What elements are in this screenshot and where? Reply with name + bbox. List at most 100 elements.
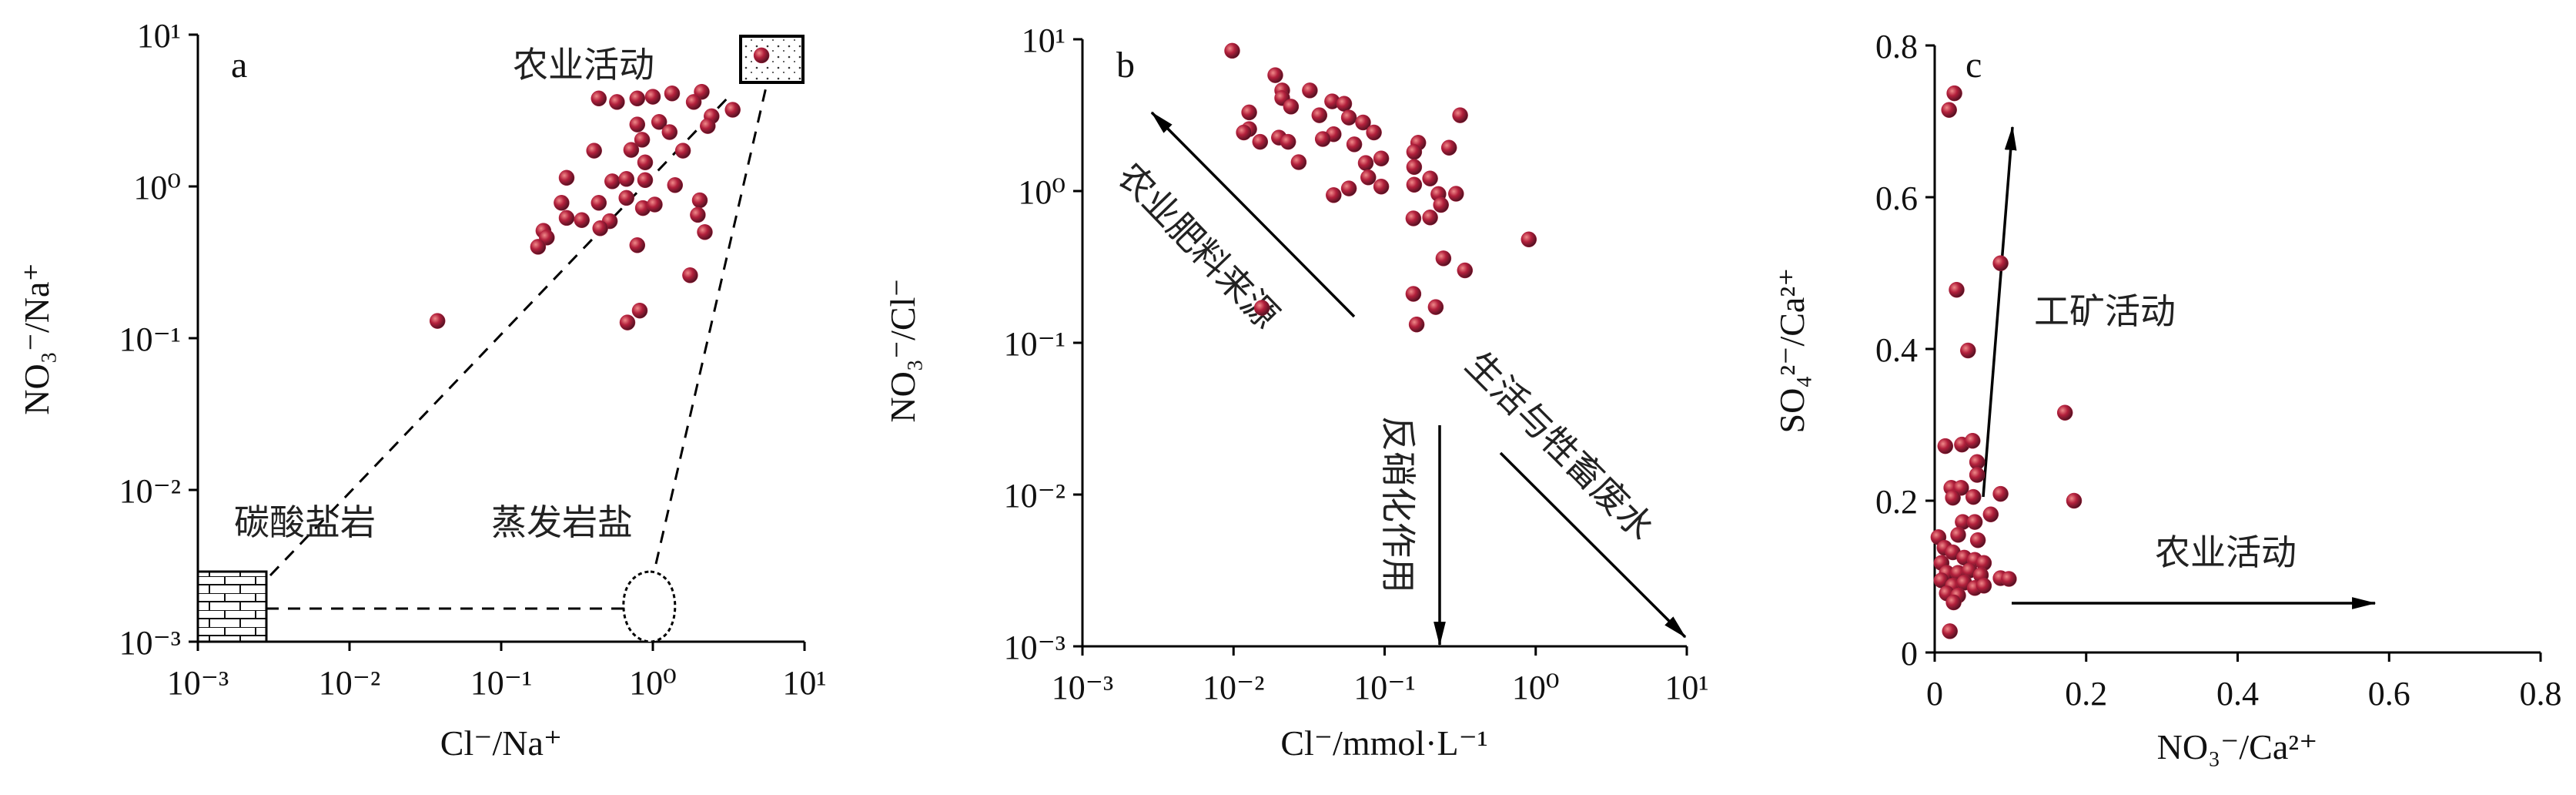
y-tick-label: 10⁻¹ (119, 320, 181, 358)
y-tick-label: 10¹ (137, 17, 181, 55)
panel-b: 10⁻³ 10⁻² 10⁻¹ 10⁰ 10¹ 10⁻³ 10⁻² 10⁻¹ 10⁰ 10¹ Cl⁻/… (883, 22, 1709, 763)
y-tick-label: 10⁻¹ (1004, 325, 1066, 363)
data-point (1408, 316, 1425, 333)
data-point (1360, 169, 1377, 186)
data-point (2001, 571, 2017, 587)
data-point (1340, 180, 1357, 196)
data-point (661, 124, 678, 140)
data-point (1283, 99, 1300, 115)
data-point (1942, 623, 1958, 639)
data-point (554, 195, 570, 211)
x-tick-label: 10⁻¹ (1353, 669, 1415, 706)
x-tick-label: 0.6 (2368, 675, 2410, 713)
data-point (700, 118, 716, 134)
data-point (1355, 114, 1371, 131)
data-point (674, 143, 691, 159)
data-point (1992, 485, 2009, 502)
arrow-industrial-mining (1982, 126, 2017, 498)
data-point (685, 94, 702, 110)
data-point (1964, 432, 1981, 449)
data-point (1314, 131, 1331, 147)
data-point (1422, 170, 1438, 186)
data-point (1224, 42, 1240, 59)
y-axis-label: NO₃⁻/Cl⁻ (883, 278, 922, 422)
x-tick-label: 10⁻³ (1052, 669, 1113, 706)
data-point (618, 190, 634, 206)
data-point (1290, 154, 1307, 170)
data-point (2066, 492, 2083, 509)
data-point (2056, 404, 2073, 421)
data-point (1427, 299, 1444, 315)
data-point (667, 177, 684, 193)
data-point (629, 237, 646, 253)
data-point (604, 173, 621, 190)
data-point (1267, 67, 1283, 83)
x-tick-label: 0.2 (2065, 675, 2107, 713)
y-tick-label: 10⁻³ (119, 624, 181, 662)
evaporite-endmember (622, 570, 677, 643)
data-point (429, 313, 446, 329)
data-point (1405, 286, 1422, 302)
data-point (590, 90, 607, 107)
data-point (1336, 96, 1353, 112)
mixing-line-carbonate (269, 92, 733, 577)
y-tick-label: 0.2 (1875, 483, 1918, 521)
y-axis-label: SO₄²⁻/Ca²⁺ (1772, 268, 1812, 434)
x-axis-label: NO₃⁻/Ca²⁺ (2157, 727, 2318, 766)
data-point (629, 90, 646, 107)
data-point (1253, 300, 1270, 316)
data-point (1950, 527, 1966, 543)
data-point (1448, 186, 1464, 202)
data-point (574, 212, 590, 228)
y-tick-label: 0.8 (1875, 28, 1918, 65)
data-point (1946, 85, 1962, 102)
y-tick-label: 10⁰ (133, 169, 181, 206)
data-point (609, 94, 625, 110)
data-point (629, 116, 646, 132)
data-point (1373, 178, 1390, 195)
data-point (1302, 82, 1318, 99)
panel-label: a (231, 45, 247, 86)
arrow-agricultural-fertilizer (1150, 111, 1356, 318)
x-axis-label: Cl⁻/Na⁺ (440, 723, 562, 763)
x-tick-label: 10¹ (782, 664, 826, 702)
data-point (637, 172, 654, 189)
data-point (1422, 210, 1438, 226)
label-agriculture: 农业活动 (513, 44, 654, 86)
panel-a: 10⁻³ 10⁻² 10⁻¹ 10⁰ 10¹ 10⁻³ 10⁻² 10⁻¹ 10⁰ 10¹ Cl⁻/… (17, 17, 827, 763)
data-point (558, 210, 575, 226)
x-tick-label: 10¹ (1664, 669, 1708, 706)
x-tick-label: 10⁻² (1203, 669, 1264, 706)
data-point (1945, 594, 1962, 611)
data-point (1406, 159, 1423, 176)
label-denitrification: 反硝化作用 (1377, 416, 1419, 593)
x-tick-label: 0.4 (2216, 675, 2259, 713)
data-point (1960, 342, 1976, 359)
data-point (1357, 155, 1374, 171)
data-point (618, 171, 634, 187)
data-point (1252, 133, 1269, 150)
data-point (1452, 107, 1468, 123)
label-carbonate: 碳酸盐岩 (234, 501, 376, 543)
data-point (691, 192, 708, 209)
data-point (1992, 255, 2009, 271)
data-point (1406, 143, 1423, 160)
label-industrial-mining: 工矿活动 (2034, 290, 2176, 332)
y-tick-label: 0.6 (1875, 179, 1918, 217)
label-evaporite: 蒸发岩盐 (491, 501, 633, 543)
data-point (590, 195, 607, 211)
data-point (1969, 467, 1986, 483)
data-point (1346, 136, 1363, 153)
data-point (1241, 104, 1257, 121)
data-point (586, 143, 602, 159)
x-tick-label: 10⁻² (319, 664, 380, 702)
data-point (1965, 488, 1982, 505)
data-point (1521, 231, 1537, 248)
data-point (1945, 489, 1961, 506)
y-tick-label: 0.4 (1875, 331, 1918, 369)
x-tick-label: 10⁻³ (167, 664, 229, 702)
x-tick-label: 10⁰ (629, 664, 677, 702)
panel-label: c (1965, 45, 1982, 86)
data-point (651, 114, 667, 130)
data-point (664, 86, 681, 102)
